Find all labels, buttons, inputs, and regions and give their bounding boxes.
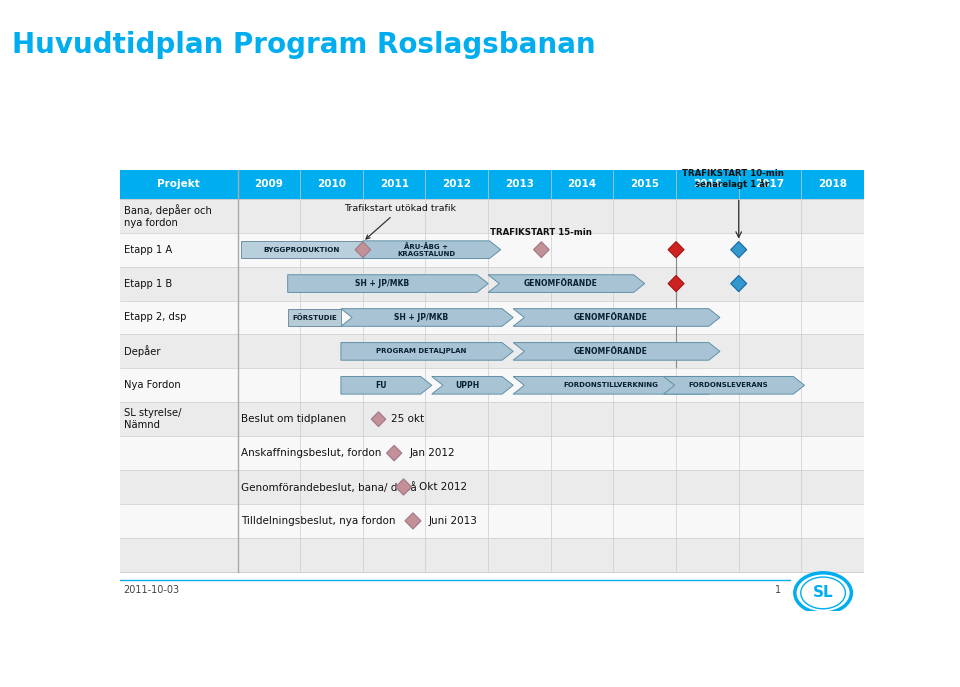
Text: Etapp 1 B: Etapp 1 B bbox=[125, 278, 173, 289]
Polygon shape bbox=[663, 376, 804, 394]
Polygon shape bbox=[355, 242, 371, 258]
Text: Huvudtidplan Program Roslagsbanan: Huvudtidplan Program Roslagsbanan bbox=[12, 31, 596, 59]
Text: PROGRAM DETALJPLAN: PROGRAM DETALJPLAN bbox=[376, 348, 467, 354]
Bar bbox=[120, 538, 864, 572]
Text: UPPH: UPPH bbox=[455, 381, 479, 390]
Polygon shape bbox=[668, 275, 684, 292]
Text: Depåer: Depåer bbox=[125, 346, 161, 357]
Text: Projekt: Projekt bbox=[157, 179, 200, 190]
Bar bbox=[120, 233, 864, 267]
Text: FÖRSTUDIE: FÖRSTUDIE bbox=[292, 314, 337, 321]
Polygon shape bbox=[514, 376, 720, 394]
Text: 2017: 2017 bbox=[756, 179, 784, 190]
Text: GENOMFÖRANDE: GENOMFÖRANDE bbox=[574, 313, 648, 322]
Text: 2012: 2012 bbox=[443, 179, 471, 190]
Bar bbox=[120, 300, 864, 335]
Bar bbox=[288, 308, 341, 326]
Text: 2010: 2010 bbox=[317, 179, 346, 190]
Polygon shape bbox=[405, 513, 420, 529]
Text: TRAFIKSTART 15-min: TRAFIKSTART 15-min bbox=[491, 227, 592, 236]
Text: FORDONSTILLVERKNING: FORDONSTILLVERKNING bbox=[564, 382, 659, 388]
Text: 2014: 2014 bbox=[567, 179, 597, 190]
Bar bbox=[120, 504, 864, 538]
Text: Juni 2013: Juni 2013 bbox=[428, 516, 477, 526]
Polygon shape bbox=[432, 376, 514, 394]
Text: 2015: 2015 bbox=[631, 179, 660, 190]
Text: 25 okt: 25 okt bbox=[391, 414, 424, 424]
Polygon shape bbox=[363, 241, 501, 258]
Text: FU: FU bbox=[375, 381, 387, 390]
Polygon shape bbox=[341, 376, 432, 394]
Bar bbox=[120, 403, 864, 436]
Polygon shape bbox=[731, 275, 747, 292]
Text: ÅRU-ÅBG +
KRAGSTALUND: ÅRU-ÅBG + KRAGSTALUND bbox=[397, 243, 455, 257]
Bar bbox=[120, 470, 864, 504]
Text: 2018: 2018 bbox=[818, 179, 847, 190]
Text: 2009: 2009 bbox=[254, 179, 283, 190]
Polygon shape bbox=[514, 343, 720, 360]
Text: Trafikstart utökad trafik: Trafikstart utökad trafik bbox=[345, 204, 456, 239]
Bar bbox=[120, 335, 864, 368]
Polygon shape bbox=[288, 275, 488, 293]
Text: BYGGPRODUKTION: BYGGPRODUKTION bbox=[264, 247, 340, 253]
Bar bbox=[120, 267, 864, 300]
Text: GENOMFÖRANDE: GENOMFÖRANDE bbox=[574, 347, 648, 356]
Polygon shape bbox=[731, 242, 747, 258]
Text: 2016: 2016 bbox=[693, 179, 722, 190]
Polygon shape bbox=[341, 308, 514, 326]
Bar bbox=[120, 368, 864, 403]
Text: Beslut om tidplanen: Beslut om tidplanen bbox=[241, 414, 347, 424]
Polygon shape bbox=[372, 412, 386, 427]
Text: GENOMFÖRANDE: GENOMFÖRANDE bbox=[524, 279, 598, 288]
Polygon shape bbox=[668, 242, 684, 258]
Text: Jan 2012: Jan 2012 bbox=[410, 448, 455, 458]
Bar bbox=[241, 241, 363, 258]
Text: Etapp 1 A: Etapp 1 A bbox=[125, 245, 173, 255]
Polygon shape bbox=[387, 445, 402, 461]
Text: Genomförandebeslut, bana/ depå: Genomförandebeslut, bana/ depå bbox=[241, 481, 417, 493]
Text: 2013: 2013 bbox=[505, 179, 534, 190]
Bar bbox=[120, 436, 864, 470]
Polygon shape bbox=[341, 343, 514, 360]
Text: SH + JP/MKB: SH + JP/MKB bbox=[355, 279, 409, 288]
Text: Tilldelningsbeslut, nya fordon: Tilldelningsbeslut, nya fordon bbox=[241, 516, 396, 526]
Polygon shape bbox=[534, 242, 549, 258]
Text: 2011-10-03: 2011-10-03 bbox=[124, 585, 180, 595]
Text: TRAFIKSTART 10-min
senarelagt 1 år: TRAFIKSTART 10-min senarelagt 1 år bbox=[682, 168, 783, 189]
Text: SL styrelse/
Nämnd: SL styrelse/ Nämnd bbox=[125, 408, 182, 430]
Text: Okt 2012: Okt 2012 bbox=[420, 482, 468, 492]
Text: Bana, depåer och
nya fordon: Bana, depåer och nya fordon bbox=[125, 204, 212, 227]
Bar bbox=[120, 199, 864, 233]
Text: 2011: 2011 bbox=[379, 179, 409, 190]
Bar bbox=[120, 170, 864, 199]
Text: Nya Fordon: Nya Fordon bbox=[125, 381, 181, 390]
Text: SH + JP/MKB: SH + JP/MKB bbox=[395, 313, 448, 322]
Text: Anskaffningsbeslut, fordon: Anskaffningsbeslut, fordon bbox=[241, 448, 382, 458]
Text: 1: 1 bbox=[775, 585, 780, 595]
Text: FORDONSLEVERANS: FORDONSLEVERANS bbox=[688, 382, 768, 388]
Text: SL: SL bbox=[813, 585, 833, 600]
Polygon shape bbox=[396, 479, 412, 495]
Polygon shape bbox=[488, 275, 645, 293]
Polygon shape bbox=[514, 308, 720, 326]
Text: Etapp 2, dsp: Etapp 2, dsp bbox=[125, 313, 187, 322]
